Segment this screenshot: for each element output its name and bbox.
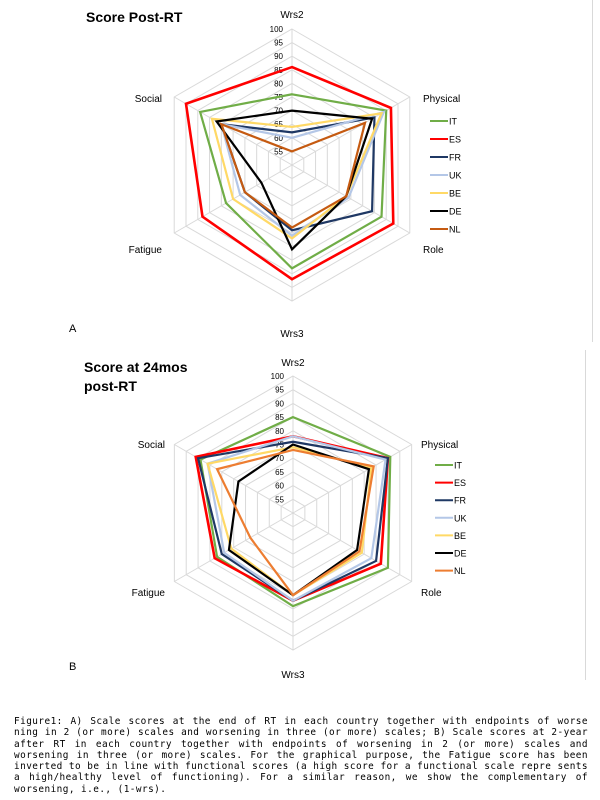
axis-label-wrs2: Wrs2 <box>281 358 305 369</box>
axis-label-physical: Physical <box>421 440 458 451</box>
tick-label: 95 <box>275 386 284 395</box>
legend-label-fr: FR <box>454 496 466 506</box>
axis-label-social: Social <box>138 440 165 451</box>
legend-label-nl: NL <box>449 225 461 235</box>
radar-grid <box>173 28 411 302</box>
grid-spoke <box>292 512 412 582</box>
series-line-nl <box>219 121 367 229</box>
radar-chart-b: 100959085807570656055Wrs2PhysicalRoleWrs… <box>84 358 467 681</box>
axis-label-wrs3: Wrs3 <box>280 329 304 340</box>
legend-label-fr: FR <box>449 153 461 163</box>
axis-label-fatigue: Fatigue <box>129 245 163 256</box>
legend-label-uk: UK <box>449 171 462 181</box>
axis-label-fatigue: Fatigue <box>132 588 166 599</box>
legend-label-es: ES <box>449 135 461 145</box>
legend-label-nl: NL <box>454 566 466 576</box>
radar-grid <box>173 375 413 651</box>
figure-caption: Figure1: A) Scale scores at the end of R… <box>14 716 588 795</box>
grid-spoke <box>291 164 411 234</box>
chart-title: Score at 24mos post-RT <box>84 359 188 394</box>
panel-letter-a: A <box>69 323 77 335</box>
legend: IT ES FR UK BE DE NL <box>430 117 462 235</box>
legend-label-be: BE <box>454 531 466 541</box>
axis-label-wrs2: Wrs2 <box>280 10 304 21</box>
tick-label: 90 <box>274 52 283 61</box>
grid-spoke <box>174 444 294 514</box>
axis-label-wrs3: Wrs3 <box>281 670 305 681</box>
tick-label: 60 <box>275 482 284 491</box>
panel-letter-b: B <box>69 661 77 673</box>
chart-title: Score Post-RT <box>86 9 183 25</box>
legend-label-es: ES <box>454 478 466 488</box>
tick-label: 100 <box>271 372 285 381</box>
series-line-it <box>199 415 392 608</box>
legend-label-de: DE <box>449 207 462 217</box>
tick-label: 100 <box>270 25 284 34</box>
axis-label-social: Social <box>135 94 162 105</box>
grid-spoke <box>173 96 293 166</box>
tick-label: 80 <box>275 427 284 436</box>
grid-spoke <box>174 512 294 582</box>
radar-chart-a: 100959085807570656055Wrs2PhysicalRoleWrs… <box>86 9 462 340</box>
panel-a-border <box>592 0 593 342</box>
tick-label: 80 <box>274 79 283 88</box>
tick-label: 95 <box>274 39 283 48</box>
legend-label-it: IT <box>449 117 458 127</box>
legend: IT ES FR UK BE DE NL <box>435 461 467 576</box>
series-line-es <box>184 65 395 281</box>
tick-label: 70 <box>274 107 283 116</box>
series-line-de <box>214 109 374 252</box>
tick-label: 60 <box>274 134 283 143</box>
series-line-nl <box>215 448 375 597</box>
tick-label: 85 <box>275 413 284 422</box>
series-line-be <box>210 111 384 240</box>
legend-label-uk: UK <box>454 513 467 523</box>
tick-label: 90 <box>275 399 284 408</box>
axis-label-role: Role <box>421 588 442 599</box>
legend-label-it: IT <box>454 461 463 471</box>
tick-label: 65 <box>275 468 284 477</box>
series-line-it <box>198 93 388 270</box>
legend-label-de: DE <box>454 549 467 559</box>
legend-label-be: BE <box>449 189 461 199</box>
panel-b-border <box>585 350 586 680</box>
axis-label-role: Role <box>423 245 444 256</box>
grid-spoke <box>292 444 412 514</box>
tick-label: 55 <box>274 147 283 156</box>
axis-label-physical: Physical <box>423 94 460 105</box>
tick-label: 55 <box>275 495 284 504</box>
tick-label: 70 <box>275 454 284 463</box>
